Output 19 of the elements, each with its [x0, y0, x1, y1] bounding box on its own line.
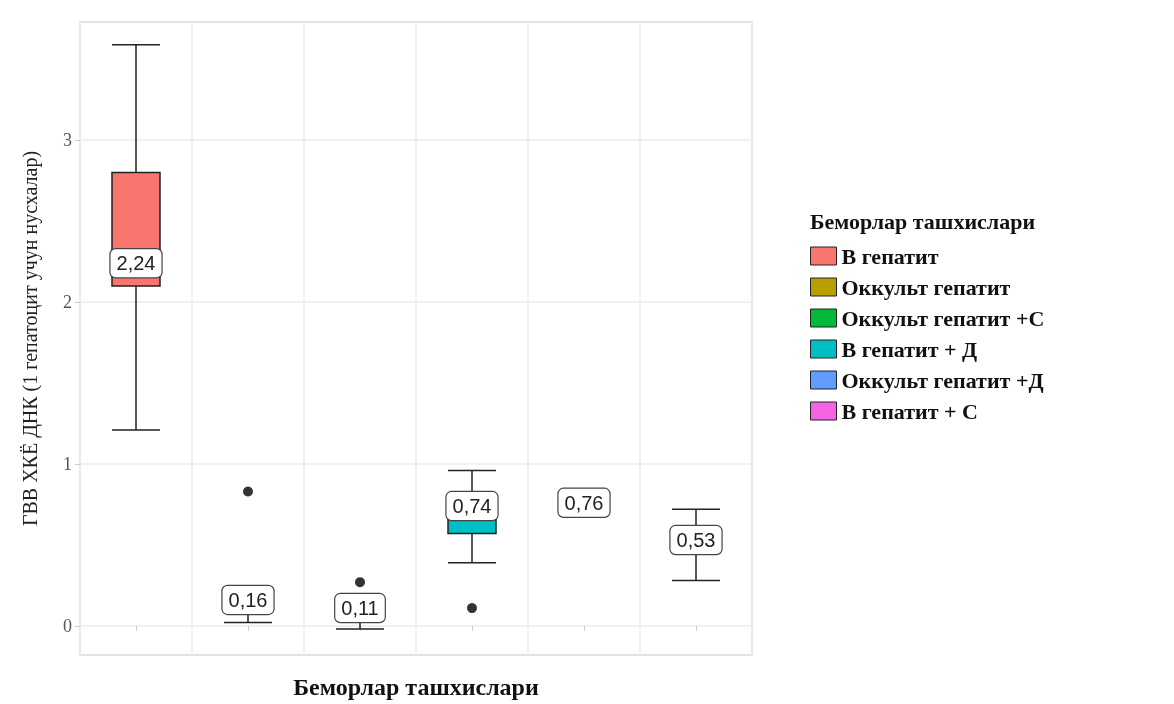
- text: 2,24: [116, 252, 156, 275]
- legend-label: В гепатит + С: [841, 398, 978, 424]
- y-axis-title: ГВВ ХКЁ ДНК (1 гепатоцит учун нусхалар): [19, 150, 42, 527]
- x-axis-title: Беморлар ташхислари: [293, 674, 539, 700]
- text: 0,11: [341, 597, 379, 620]
- text: 0,53: [676, 529, 716, 552]
- legend-label: Оккульт гепатит +Д: [841, 367, 1044, 393]
- legend-label: В гепатит + Д: [841, 336, 978, 362]
- legend-label: Оккульт гепатит: [841, 274, 1011, 300]
- text: 0,74: [452, 495, 492, 518]
- y-tick-label: 0: [63, 615, 72, 636]
- legend-title: Беморлар ташхислари: [810, 208, 1036, 234]
- y-tick-label: 2: [63, 292, 72, 313]
- y-tick-label: 3: [63, 130, 72, 151]
- legend-label: Оккульт гепатит +С: [841, 305, 1045, 331]
- text: 0,16: [228, 588, 268, 611]
- legend-label: В гепатит: [841, 243, 939, 269]
- y-tick-label: 1: [63, 453, 72, 474]
- text: 0,76: [564, 491, 604, 514]
